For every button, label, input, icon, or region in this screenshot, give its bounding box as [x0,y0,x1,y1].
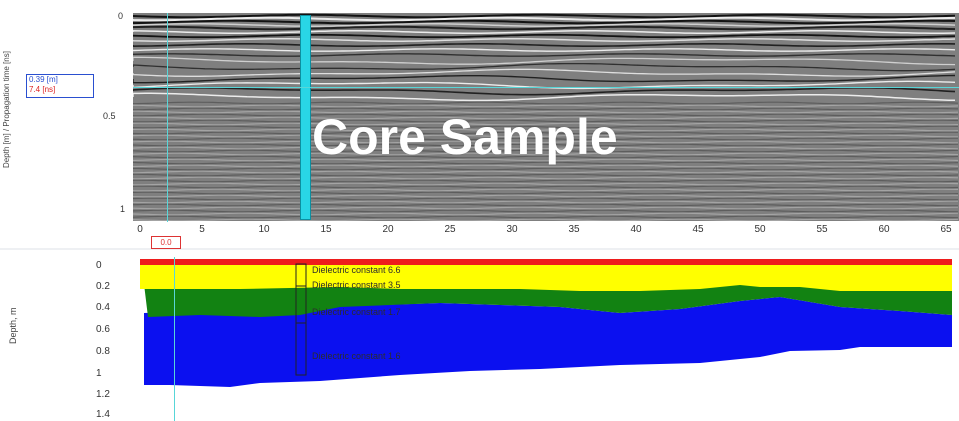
radargram-x-tick: 40 [630,224,642,235]
core-segment [295,322,307,376]
readout-depth: 0.39 [m] [29,75,58,84]
core-sample-marker [300,15,311,220]
layer-dielectric-3-5 [140,263,952,291]
position-cursor-line[interactable] [174,257,175,421]
radargram-x-tick: 35 [568,224,580,235]
radargram-x-tick: 5 [199,224,205,235]
radargram-y-axis-label: Depth [m] / Propagation time [ns] [2,51,11,169]
radargram-panel: Depth [m] / Propagation time [ns] 0 0.5 … [0,0,959,249]
layer-dielectric-1-7 [144,284,952,317]
depth-time-readout: 0.39 [m] 7.4 [ns] [26,74,94,98]
layer-label: Dielectric constant 1.7 [312,307,401,317]
position-marker-box[interactable]: 0.0 [151,236,181,249]
layer-label: Dielectric constant 1.6 [312,351,401,361]
layer-surface [140,259,952,265]
radargram-y-tick: 0 [118,11,124,21]
radargram-x-tick: 60 [878,224,890,235]
radargram-y-tick: 0.5 [103,111,116,121]
layer-label: Dielectric constant 3.5 [312,280,401,290]
radargram-x-tick: 25 [444,224,456,235]
layer-y-tick: 0.6 [96,324,110,335]
readout-time: 7.4 [ns] [29,85,56,94]
radargram-x-axis: 0 5 10 15 20 25 30 35 40 45 50 55 60 65 [133,224,959,240]
radargram-x-tick: 65 [940,224,952,235]
position-cursor-line[interactable] [167,13,168,222]
layer-y-tick: 1.4 [96,409,110,420]
radargram-x-tick: 20 [382,224,394,235]
layer-dielectric-1-6 [144,297,952,387]
radargram-y-tick: 1 [120,204,126,214]
layer-y-tick: 0.8 [96,346,110,357]
layer-model-plot[interactable] [140,257,952,421]
layer-y-tick: 1 [96,368,102,379]
radargram-x-tick: 45 [692,224,704,235]
radargram-x-tick: 15 [320,224,332,235]
radargram-x-tick: 55 [816,224,828,235]
layer-y-tick: 0.2 [96,281,110,292]
layer-y-tick: 1.2 [96,389,110,400]
layer-label: Dielectric constant 6.6 [312,265,401,275]
radargram-image[interactable] [133,13,959,221]
radargram-x-tick: 30 [506,224,518,235]
layer-model-y-axis-label: Depth, m [8,307,18,345]
radargram-x-tick: 10 [258,224,270,235]
depth-cursor-line[interactable] [133,87,959,88]
layer-y-tick: 0.4 [96,302,110,313]
layer-y-tick: 0 [96,260,102,271]
radargram-x-tick: 50 [754,224,766,235]
overlay-title: Core Sample [312,109,618,165]
radargram-x-tick: 0 [137,224,143,235]
